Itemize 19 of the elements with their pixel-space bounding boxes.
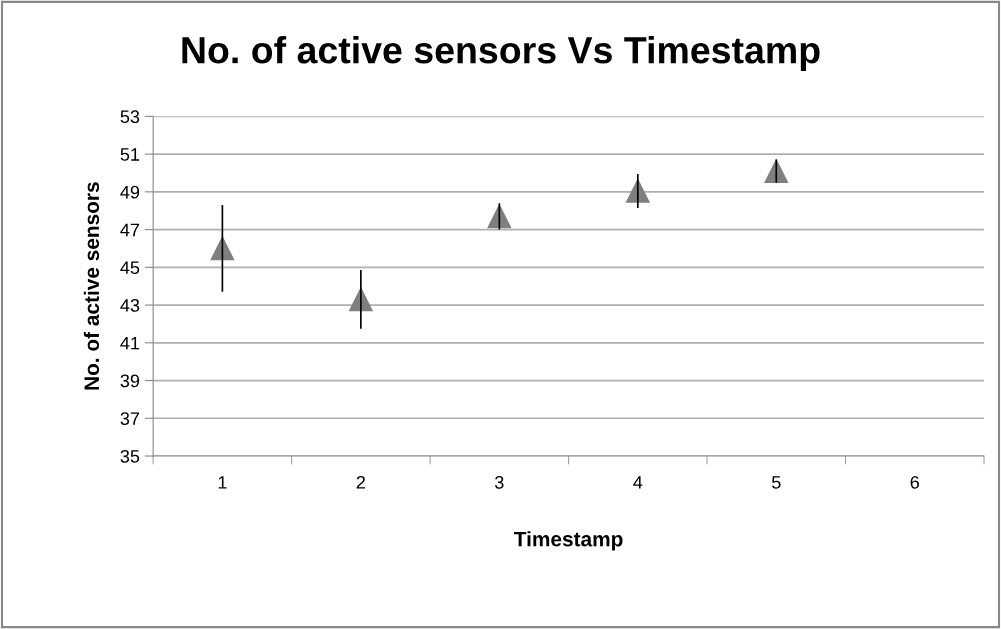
x-tick-label: 1 <box>218 476 227 489</box>
y-tick-label: 37 <box>120 412 140 426</box>
x-axis-title: Timestamp <box>513 531 623 551</box>
y-tick-label: 49 <box>120 185 140 199</box>
y-tick-label: 39 <box>120 374 140 388</box>
x-tick-label: 5 <box>771 476 781 489</box>
y-tick-label: 43 <box>120 299 140 312</box>
y-axis-title: No. of active sensors <box>83 182 100 390</box>
chart-title: No. of active sensors Vs Timestamp <box>182 35 820 71</box>
x-tick-label: 6 <box>910 475 919 489</box>
x-tick-label: 2 <box>356 475 365 489</box>
y-tick-label: 45 <box>120 261 140 275</box>
x-tick-label: 4 <box>633 476 643 489</box>
x-tick-label: 3 <box>495 475 504 489</box>
y-tick-label: 51 <box>120 148 140 161</box>
y-tick-label: 35 <box>120 449 140 463</box>
y-tick-label: 47 <box>120 223 140 237</box>
y-tick-label: 41 <box>120 336 140 350</box>
y-tick-label: 53 <box>120 110 140 124</box>
